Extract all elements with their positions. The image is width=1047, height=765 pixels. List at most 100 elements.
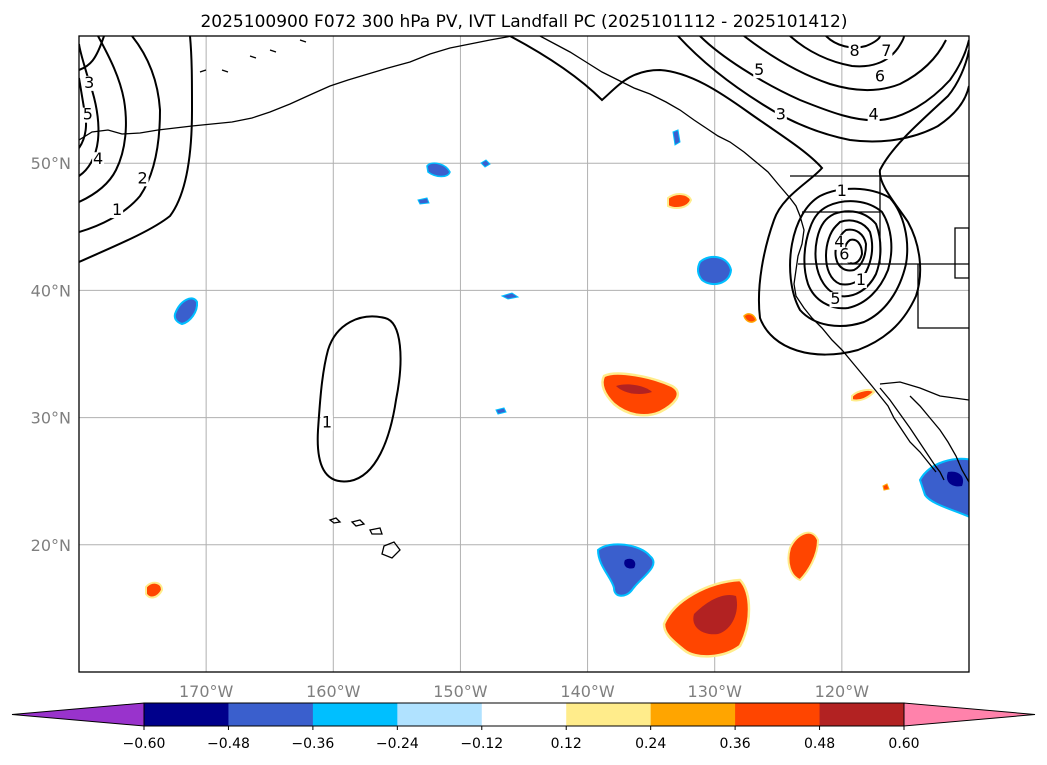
negative-region bbox=[417, 197, 430, 205]
contour-label-bg bbox=[92, 152, 105, 168]
contour-label-bg bbox=[835, 184, 848, 199]
negative-region-core bbox=[946, 471, 964, 487]
contour-label-bg bbox=[320, 415, 333, 431]
negative-region bbox=[480, 159, 491, 168]
contour-label-bg bbox=[774, 107, 787, 123]
baja-california bbox=[879, 387, 945, 481]
negative-region bbox=[696, 255, 733, 286]
contour-label: 4 bbox=[93, 149, 103, 168]
colorbar-tick-label: −0.60 bbox=[123, 736, 166, 752]
contour-line bbox=[79, 36, 127, 203]
colorbar-segment bbox=[819, 703, 905, 726]
contour-label-bg bbox=[83, 75, 96, 91]
positive-region bbox=[787, 531, 820, 582]
contour-label-bg bbox=[854, 273, 867, 289]
gulf-of-alaska-coast bbox=[539, 36, 791, 199]
contour-line bbox=[79, 43, 100, 177]
contour-line bbox=[743, 36, 947, 91]
us-mexico-border bbox=[879, 381, 969, 401]
colorbar-tick-label: 0.24 bbox=[635, 736, 666, 752]
contour-label-bg bbox=[880, 44, 893, 60]
colorbar-segment bbox=[566, 703, 652, 726]
colorbar-segment bbox=[228, 703, 314, 726]
aleutian-islands bbox=[199, 39, 307, 73]
y-tick-label: 40°N bbox=[31, 281, 71, 300]
contour-label-bg bbox=[111, 203, 124, 219]
contour-label-bg bbox=[833, 234, 846, 250]
contour-label: 1 bbox=[322, 413, 332, 432]
colorbar-frame bbox=[143, 702, 905, 727]
positive-region bbox=[667, 193, 693, 209]
positive-region bbox=[882, 483, 890, 491]
colorbar-tick-label: 0.48 bbox=[804, 736, 835, 752]
contour-line bbox=[789, 187, 909, 327]
contour-label-bg bbox=[829, 292, 842, 308]
colorbar-extend-high bbox=[903, 702, 1036, 727]
contour-label: 8 bbox=[849, 41, 859, 60]
colorbar-segment bbox=[144, 703, 229, 726]
contour-line bbox=[79, 36, 105, 71]
contour-label: 7 bbox=[881, 41, 891, 60]
hawaii-islands bbox=[328, 517, 401, 559]
contour-label-bg bbox=[867, 107, 880, 123]
colorbar-segment bbox=[397, 703, 483, 726]
negative-region bbox=[495, 407, 507, 415]
x-tick-label: 150°W bbox=[433, 682, 488, 701]
west-coast-us bbox=[789, 197, 937, 473]
x-tick-label: 160°W bbox=[306, 682, 361, 701]
colorbar-tick-label: −0.48 bbox=[207, 736, 250, 752]
contour-label-bg bbox=[81, 107, 94, 123]
y-tick-label: 20°N bbox=[31, 536, 71, 555]
contour-label: 5 bbox=[754, 60, 764, 79]
colorbar-tick-label: −0.24 bbox=[376, 736, 419, 752]
x-tick-label: 140°W bbox=[560, 682, 615, 701]
x-tick-label: 170°W bbox=[179, 682, 234, 701]
positive-region-core bbox=[693, 594, 738, 635]
y-tick-label: 30°N bbox=[31, 409, 71, 428]
contour-line bbox=[789, 36, 905, 68]
contour-line bbox=[803, 200, 893, 310]
contour-label: 2 bbox=[137, 168, 147, 187]
contour-label-bg bbox=[136, 171, 149, 187]
contour-label: 1 bbox=[837, 181, 847, 200]
contour-label-bg bbox=[838, 247, 851, 263]
colorbar-segment bbox=[481, 703, 567, 726]
negative-region bbox=[500, 292, 520, 300]
positive-region bbox=[851, 388, 876, 402]
colorbar-segment bbox=[312, 703, 398, 726]
negative-region bbox=[426, 162, 451, 178]
contour-label-bg bbox=[753, 63, 766, 79]
colorbar: −0.60 −0.48 −0.36 −0.24 −0.12 0.12 0.24 0.36 0.4… bbox=[11, 702, 1036, 752]
colorbar-tick-label: 0.60 bbox=[888, 736, 919, 752]
colorbar-segment bbox=[650, 703, 736, 726]
negative-region bbox=[173, 297, 199, 326]
colorbar-tick-label: −0.36 bbox=[291, 736, 334, 752]
contour-line bbox=[677, 36, 969, 143]
negative-region bbox=[672, 129, 681, 146]
contour-label: 1 bbox=[856, 270, 866, 289]
colorbar-tick-label: 0.36 bbox=[720, 736, 751, 752]
x-tick-label: 130°W bbox=[688, 682, 743, 701]
contour-line bbox=[79, 36, 194, 263]
pc-shaded-regions bbox=[145, 129, 969, 658]
contour-label: 4 bbox=[869, 105, 879, 124]
x-tick-label: 120°W bbox=[815, 682, 870, 701]
positive-region bbox=[601, 372, 679, 417]
contour-label: 6 bbox=[875, 67, 885, 86]
contour-label: 3 bbox=[776, 105, 786, 124]
chart-title: 2025100900 F072 300 hPa PV, IVT Landfall… bbox=[200, 12, 847, 32]
contour-label: 3 bbox=[84, 73, 94, 92]
contour-line bbox=[316, 315, 402, 483]
x-axis-ticks: 170°W 160°W 150°W 140°W 130°W 120°W bbox=[179, 682, 869, 701]
negative-region-core bbox=[624, 558, 636, 569]
contour-label-bg bbox=[848, 44, 861, 60]
positive-region-core bbox=[616, 384, 652, 394]
alaska-coast bbox=[79, 36, 513, 141]
colorbar-extend-low bbox=[11, 702, 145, 727]
y-axis-ticks: 20°N 30°N 40°N 50°N bbox=[31, 154, 71, 555]
colorbar-segment bbox=[735, 703, 821, 726]
contour-line bbox=[824, 219, 874, 286]
contour-line bbox=[509, 36, 969, 356]
